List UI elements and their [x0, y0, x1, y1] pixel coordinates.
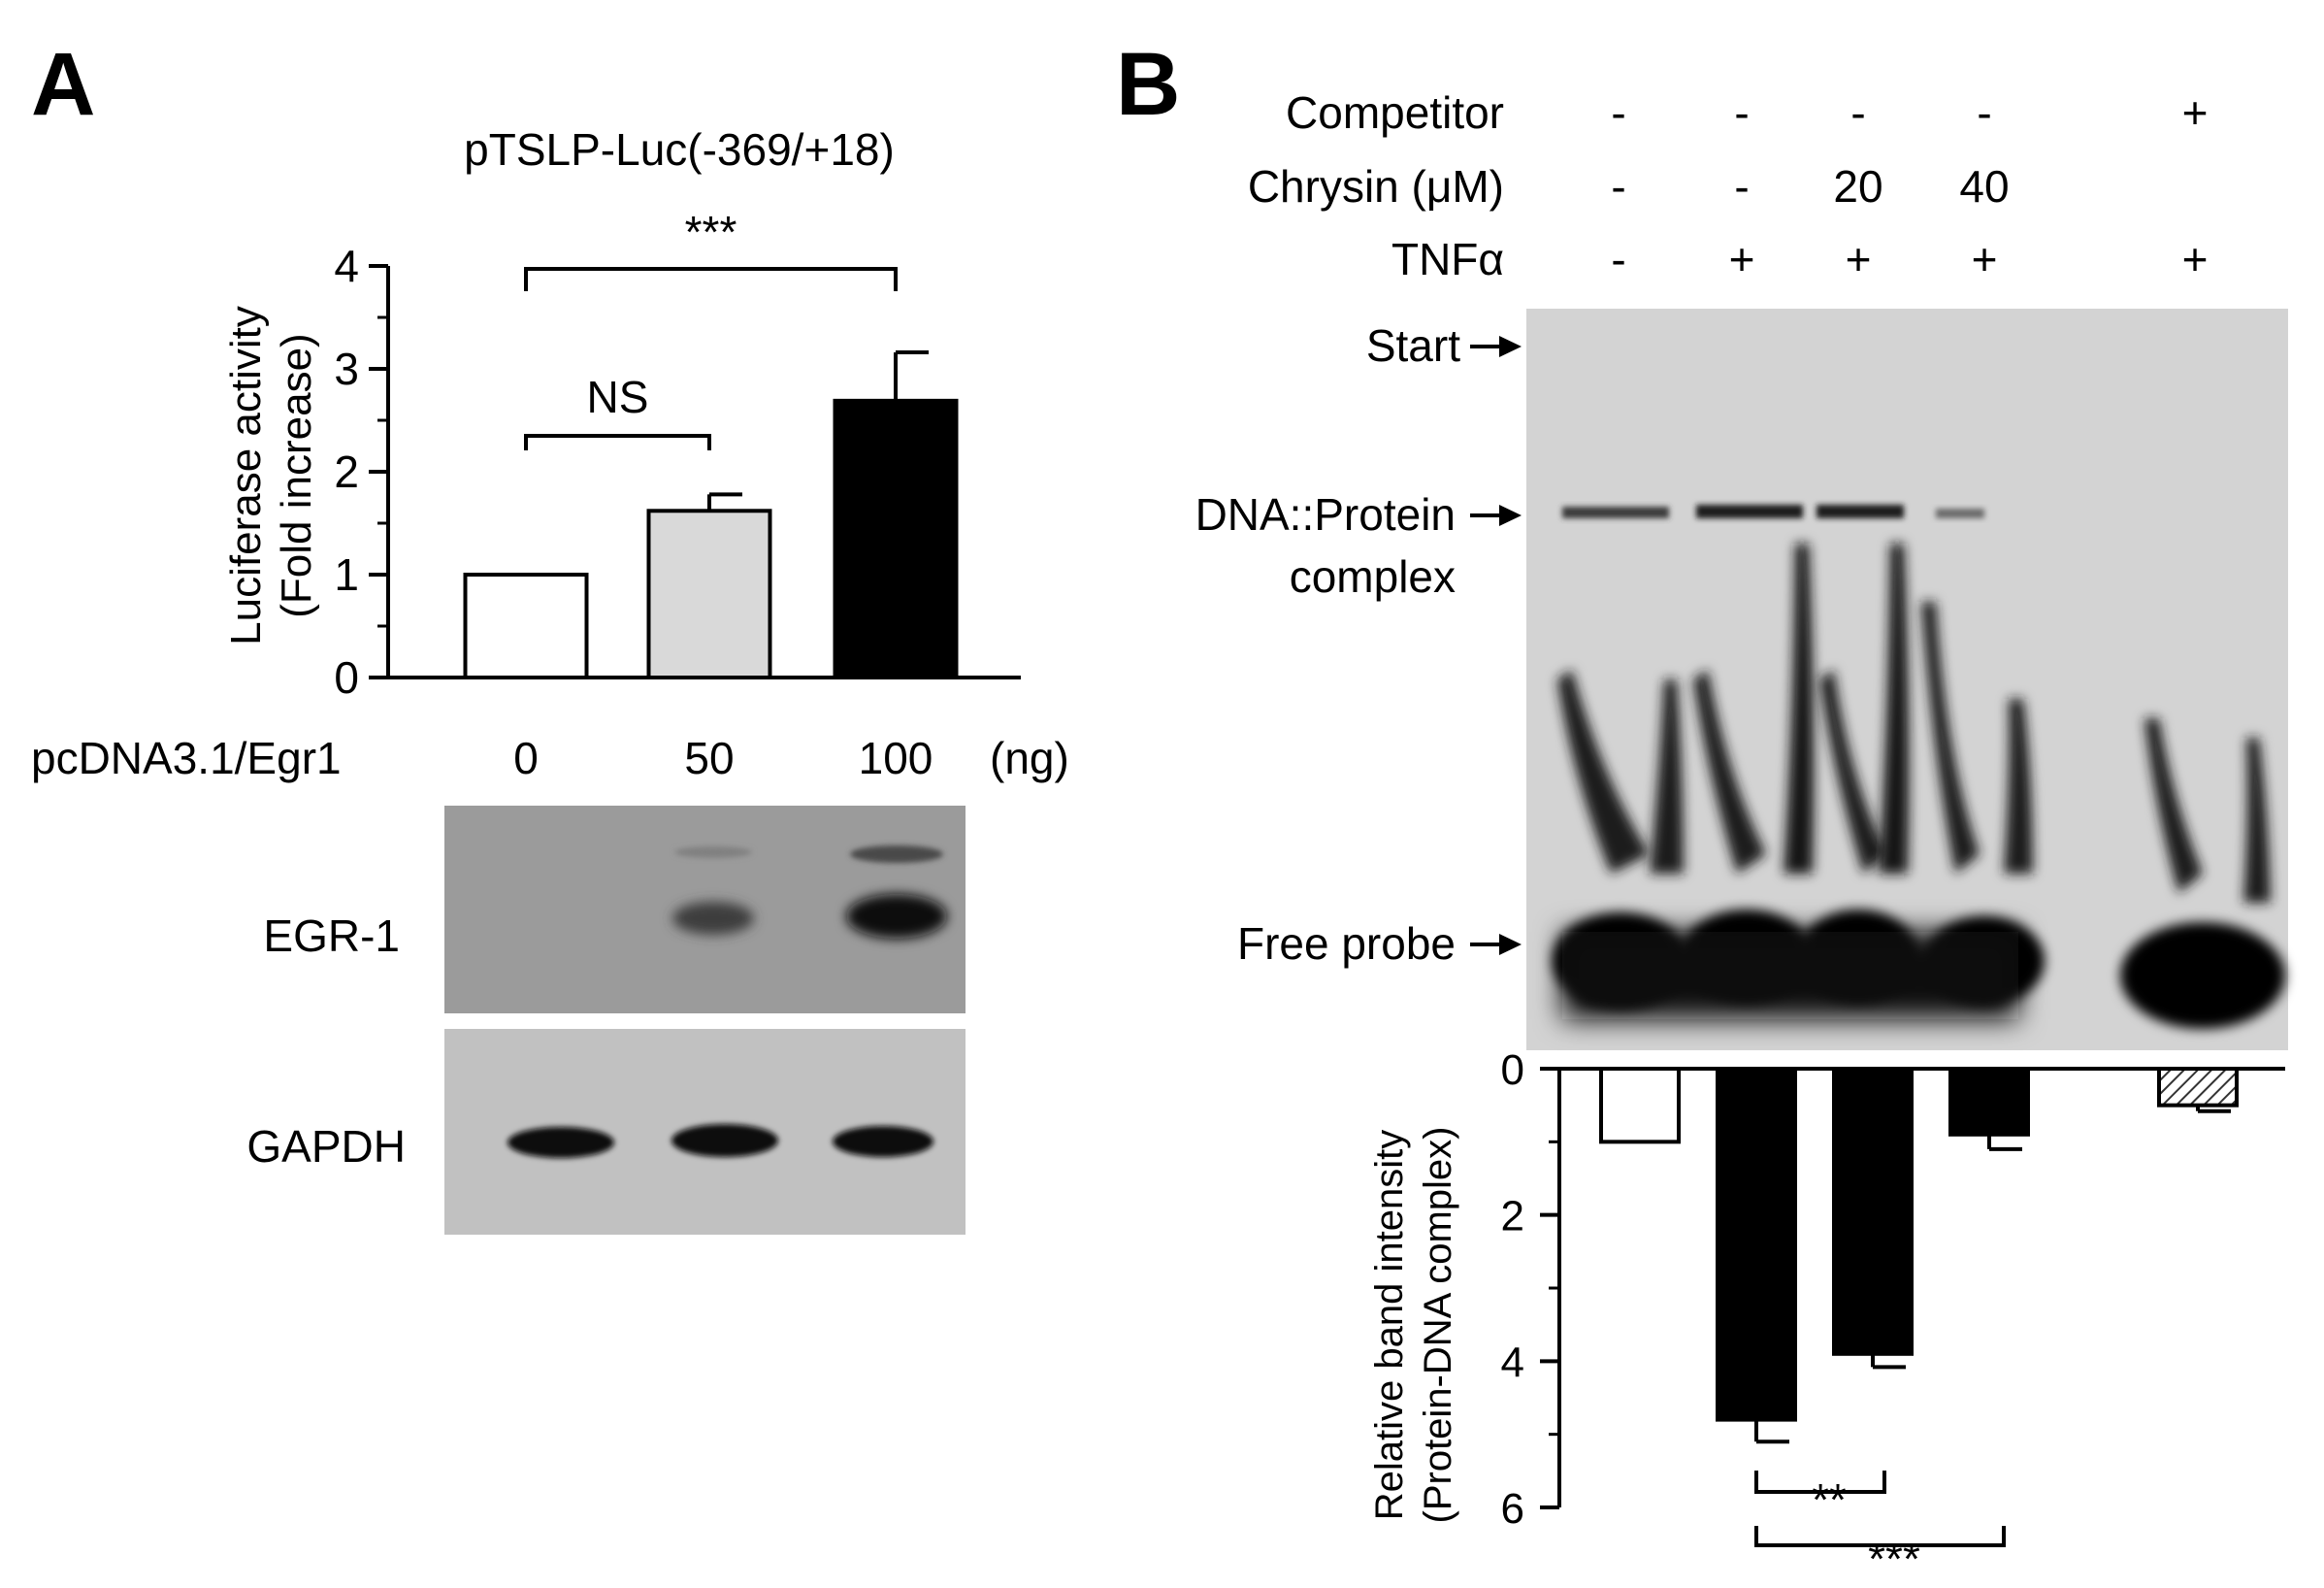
gel-label-complex-1: DNA::Protein	[1195, 489, 1456, 540]
significance-bracket	[1754, 1526, 2006, 1547]
significance-bracket	[524, 267, 898, 291]
condition-table: Competitor Chrysin (μM) TNFα - - - - + -…	[1248, 87, 2209, 284]
tnfa-lane-2: +	[1729, 234, 1755, 284]
y-tick-label: 4	[334, 241, 359, 291]
condition-label-tnfa: TNFα	[1391, 234, 1504, 284]
significance-label: **	[1812, 1474, 1847, 1525]
x-category-label: 100	[859, 733, 933, 783]
western-blot-egr1	[444, 806, 966, 1013]
blot-label-egr1: EGR-1	[263, 910, 400, 961]
arrow-right-icon	[1470, 505, 1522, 526]
y-tick-label: 3	[334, 344, 359, 394]
emsa-gel-image	[1526, 309, 2288, 1050]
bar	[1832, 1067, 1914, 1356]
bar	[2157, 1067, 2239, 1108]
panel-a-bar-chart: 0 1 2 3 4 0 50 100 NS ***	[334, 207, 1021, 783]
competitor-lane-4: -	[1977, 87, 1991, 138]
panel-a-x-row-label: pcDNA3.1/Egr1	[31, 733, 342, 783]
chrysin-lane-1: -	[1611, 161, 1625, 212]
gel-label-complex-2: complex	[1290, 551, 1456, 602]
bar	[463, 573, 589, 679]
panel-a-ylabel-line1: Luciferase activity	[222, 306, 270, 645]
panel-b-letter: B	[1116, 35, 1180, 134]
y-tick-label: 2	[334, 447, 359, 497]
bar	[646, 509, 772, 680]
significance-bracket	[524, 434, 711, 450]
competitor-lane-2: -	[1734, 87, 1749, 138]
significance-bracket	[1754, 1471, 1886, 1494]
chrysin-lane-2: -	[1734, 161, 1749, 212]
bar	[1599, 1067, 1681, 1144]
significance-label: ***	[1868, 1534, 1920, 1584]
bar	[1948, 1067, 2030, 1137]
panel-b-ylabel-line1: Relative band intensity	[1368, 1130, 1411, 1520]
blot-label-gapdh: GAPDH	[246, 1121, 406, 1172]
tnfa-lane-1: -	[1611, 234, 1625, 284]
significance-label: NS	[587, 372, 649, 422]
chrysin-lane-4: 40	[1959, 161, 2009, 212]
gel-label-start: Start	[1366, 320, 1460, 371]
competitor-lane-5: +	[2182, 87, 2209, 138]
tnfa-lane-4: +	[1972, 234, 1998, 284]
condition-label-chrysin: Chrysin (μM)	[1248, 161, 1504, 212]
x-category-label: 50	[684, 733, 734, 783]
competitor-lane-3: -	[1850, 87, 1865, 138]
condition-label-competitor: Competitor	[1286, 87, 1504, 138]
bar	[833, 398, 959, 679]
competitor-lane-1: -	[1611, 87, 1625, 138]
bar	[1716, 1067, 1797, 1422]
y-tick-label: 0	[1501, 1046, 1524, 1094]
panel-a-y-axis-title: Luciferase activity (Fold increase)	[222, 306, 320, 645]
panel-a-unit-label: (ng)	[990, 733, 1069, 783]
panel-a-ylabel-line2: (Fold increase)	[273, 333, 320, 617]
panel-b-ylabel-line2: (Protein-DNA complex)	[1417, 1126, 1459, 1523]
tnfa-lane-5: +	[2182, 234, 2209, 284]
y-tick-label: 0	[334, 652, 359, 703]
panel-b-y-axis-title: Relative band intensity (Protein-DNA com…	[1368, 1126, 1459, 1523]
western-blot-gapdh	[444, 1029, 966, 1235]
gel-labels: Start DNA::Protein complex Free probe	[1195, 320, 1522, 969]
arrow-right-icon	[1470, 336, 1522, 357]
gel-label-free-probe: Free probe	[1237, 918, 1456, 969]
significance-label: ***	[685, 207, 737, 257]
chrysin-lane-3: 20	[1833, 161, 1882, 212]
y-tick-label: 2	[1501, 1193, 1524, 1241]
x-category-label: 0	[513, 733, 539, 783]
y-tick-label: 6	[1501, 1485, 1524, 1533]
panel-a-letter: A	[31, 35, 95, 134]
tnfa-lane-3: +	[1846, 234, 1872, 284]
y-tick-label: 4	[1501, 1339, 1524, 1386]
y-tick-label: 1	[334, 549, 359, 600]
arrow-right-icon	[1470, 934, 1522, 955]
panel-a-title: pTSLP-Luc(-369/+18)	[464, 124, 895, 175]
